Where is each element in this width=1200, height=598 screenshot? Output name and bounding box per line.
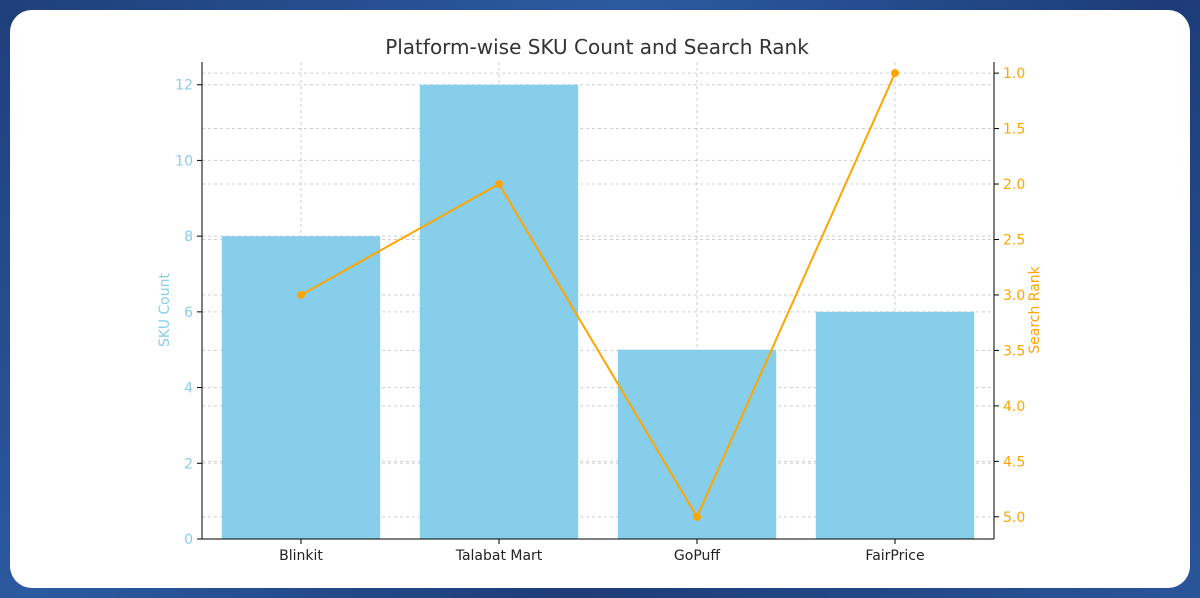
rank-line — [297, 69, 899, 521]
category-label: FairPrice — [865, 548, 924, 564]
rank-point-talabat-mart — [495, 180, 503, 189]
tick-label-right: 5.0 — [1003, 510, 1025, 526]
bars — [221, 84, 975, 539]
tick-label-left: 12 — [175, 78, 193, 94]
rank-point-blinkit — [297, 290, 305, 299]
rank-point-gopuff — [693, 512, 701, 521]
tick-label-right: 1.0 — [1003, 66, 1025, 82]
tick-label-right: 2.5 — [1003, 232, 1025, 248]
axes: 0 2 4 6 8 10 12 1.0 1.5 2.0 2.5 3.0 3.5 4.0 4.5 5.0 Blin… — [175, 62, 1025, 564]
rank-point-fairprice — [891, 69, 899, 78]
category-label: Talabat Mart — [455, 548, 543, 564]
tick-label-left: 8 — [184, 229, 193, 245]
chart: Platform-wise SKU Count and Search Rank … — [157, 35, 1043, 564]
tick-label-left: 10 — [175, 153, 193, 169]
tick-label-right: 3.0 — [1003, 288, 1025, 304]
axis-labels: SKU Count Search Rank — [157, 265, 1043, 353]
tick-label-right: 1.5 — [1003, 122, 1025, 138]
y-axis-label-left: SKU Count — [157, 273, 173, 347]
tick-label-left: 4 — [184, 381, 193, 397]
tick-label-left: 0 — [184, 532, 193, 548]
category-label: Blinkit — [279, 548, 323, 564]
rank-line-path — [300, 72, 896, 519]
tick-label-right: 4.5 — [1003, 454, 1025, 470]
chart-title: Platform-wise SKU Count and Search Rank — [385, 35, 809, 59]
tick-label-left: 6 — [184, 305, 193, 321]
bar-blinkit — [221, 236, 381, 539]
bar-talabat-mart — [419, 84, 579, 539]
tick-label-right: 3.5 — [1003, 343, 1025, 359]
bar-gopuff — [617, 349, 777, 539]
category-label: GoPuff — [674, 548, 720, 564]
bar-fairprice — [815, 311, 975, 539]
y-axis-label-right: Search Rank — [1027, 265, 1043, 353]
chart-card: Platform-wise SKU Count and Search Rank … — [10, 10, 1190, 588]
tick-label-right: 4.0 — [1003, 399, 1025, 415]
tick-label-right: 2.0 — [1003, 177, 1025, 193]
tick-label-left: 2 — [184, 456, 193, 472]
